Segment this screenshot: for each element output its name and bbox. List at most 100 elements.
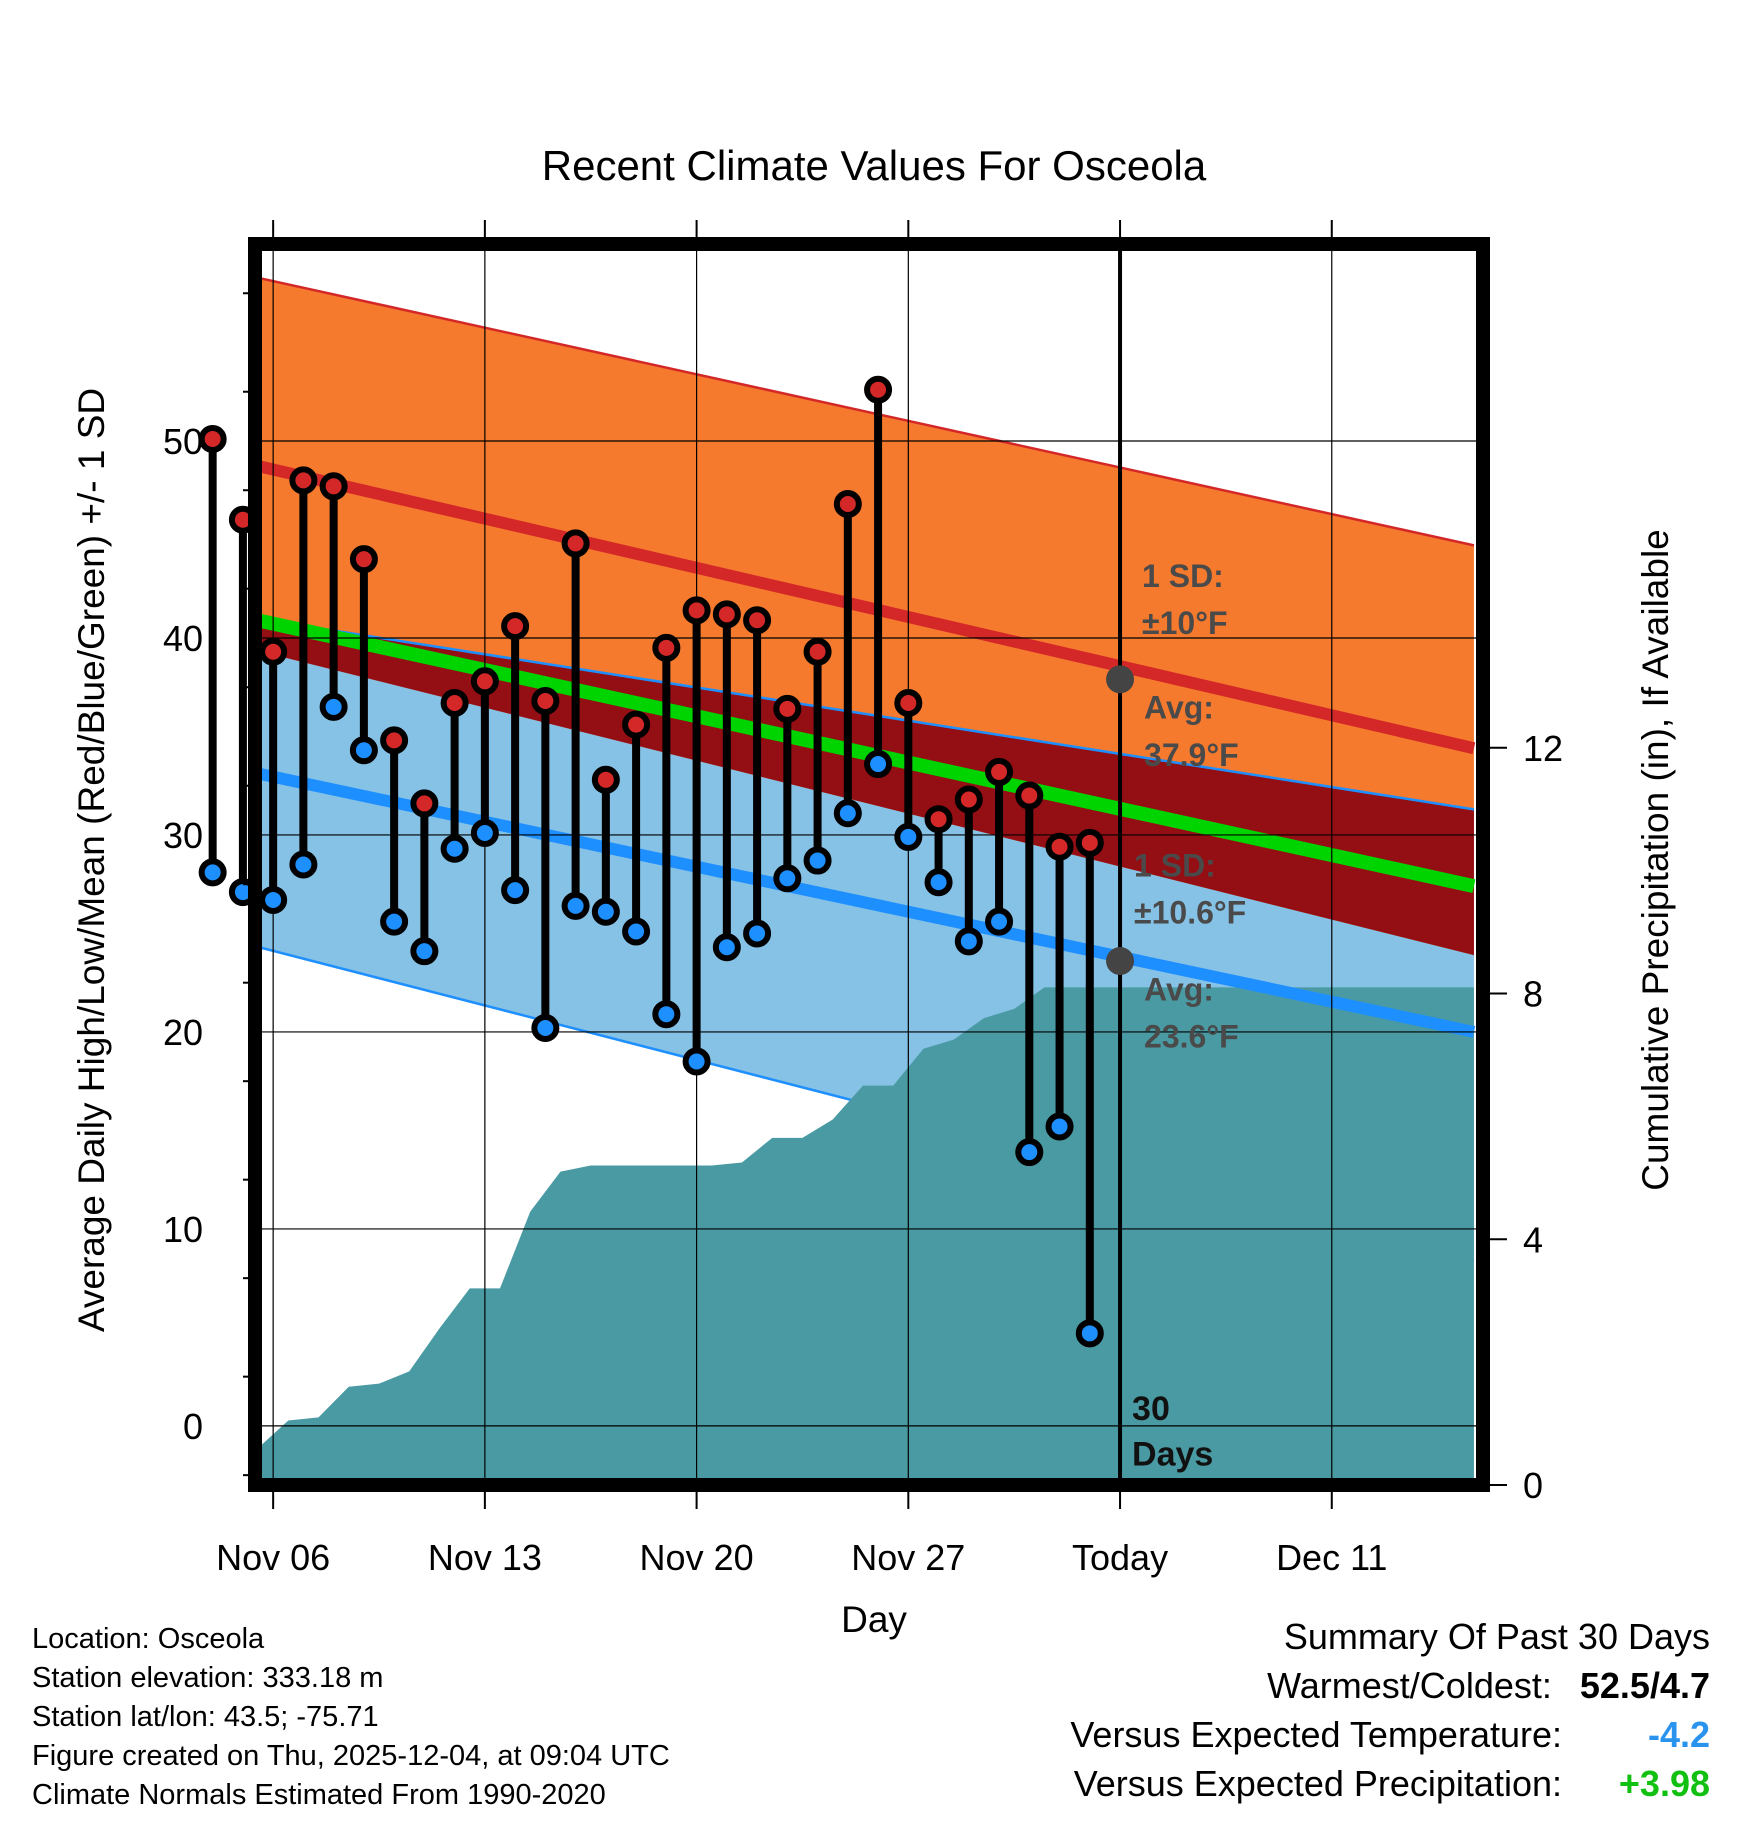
high-avg-label: Avg: [1144, 690, 1214, 726]
low-point [1015, 1138, 1044, 1167]
chart-title: Recent Climate Values For Osceola [542, 142, 1207, 189]
x-tick-label: Nov 27 [851, 1537, 965, 1578]
y-axis-label-left: Average Daily High/Low/Mean (Red/Blue/Gr… [71, 388, 112, 1332]
daily-dots [198, 375, 1104, 1348]
plot-area: 1 SD: ±10°F Avg: 37.9°F 1 SD: ±10.6°F Avg: 23.6… [198, 244, 1483, 1485]
high-point [803, 637, 832, 666]
y-tick-label: 30 [163, 815, 203, 856]
high-point [198, 425, 227, 454]
y-tick-label: 10 [163, 1209, 203, 1250]
plot-clipped [255, 275, 1476, 1485]
high-sd-value: ±10°F [1142, 605, 1228, 641]
high-point [470, 667, 499, 696]
precip-label: Versus Expected Precipitation: [1073, 1763, 1562, 1804]
warm-cold-label: Warmest/Coldest: [1267, 1665, 1552, 1706]
days-word-label: Days [1132, 1435, 1213, 1473]
latlon-text: Station lat/lon: 43.5; -75.71 [32, 1701, 379, 1733]
high-sd-label: 1 SD: [1142, 558, 1224, 594]
low-point [1075, 1319, 1104, 1348]
summary-title: Summary Of Past 30 Days [1283, 1616, 1710, 1657]
precipitation-area [255, 987, 1474, 1485]
low-point [349, 736, 378, 765]
low-point [712, 933, 741, 962]
low-avg-label: Avg: [1144, 971, 1214, 1007]
low-point [954, 927, 983, 956]
high-point [1075, 828, 1104, 857]
low-point [561, 891, 590, 920]
avg-low-marker [1106, 947, 1135, 976]
high-point [743, 606, 772, 635]
days-count-label: 30 [1132, 1390, 1170, 1428]
y-tick-label: 20 [163, 1012, 203, 1053]
high-point [380, 726, 409, 755]
y2-tick-label: 4 [1523, 1219, 1543, 1260]
y2-tick-label: 0 [1523, 1465, 1543, 1506]
high-point [1015, 781, 1044, 810]
low-point [198, 858, 227, 887]
y-tick-label: 0 [183, 1406, 203, 1447]
high-point [440, 688, 469, 717]
high-point [561, 529, 590, 558]
low-point [319, 692, 348, 721]
normals-text: Climate Normals Estimated From 1990-2020 [32, 1779, 606, 1811]
high-point [591, 765, 620, 794]
high-point [410, 789, 439, 818]
low-point [1045, 1112, 1074, 1141]
y-tick-label: 40 [163, 618, 203, 659]
low-point [531, 1013, 560, 1042]
low-point [743, 919, 772, 948]
low-point [470, 818, 499, 847]
high-point [954, 785, 983, 814]
low-point [289, 850, 318, 879]
high-avg-value: 37.9°F [1144, 737, 1239, 773]
low-point [501, 876, 530, 905]
high-point [259, 637, 288, 666]
temp-value: -4.2 [1647, 1714, 1710, 1755]
elevation-text: Station elevation: 333.18 m [32, 1662, 384, 1694]
y2-tick-label: 8 [1523, 974, 1543, 1015]
low-point [924, 868, 953, 897]
y-tick-label: 50 [163, 421, 203, 462]
low-point [894, 822, 923, 851]
high-point [349, 545, 378, 574]
axes: 0 10 20 30 40 50 0 4 8 12 Nov 06 Nov 13 Nov 20 Nov 27… [163, 220, 1563, 1578]
summary-temp: Versus Expected Temperature: -4.2 [1070, 1710, 1710, 1759]
temp-label: Versus Expected Temperature: [1070, 1714, 1562, 1755]
summary-warm-cold: Warmest/Coldest: 52.5/4.7 [1070, 1661, 1710, 1710]
high-point [682, 596, 711, 625]
low-point [864, 750, 893, 779]
grid-lines [255, 244, 1483, 1485]
high-point [894, 688, 923, 717]
created-text: Figure created on Thu, 2025-12-04, at 09… [32, 1740, 670, 1772]
high-point [652, 633, 681, 662]
high-point [1045, 832, 1074, 861]
high-point [773, 694, 802, 723]
warm-cold-value: 52.5/4.7 [1579, 1665, 1710, 1706]
left-y-ticks: 0 10 20 30 40 50 [163, 292, 248, 1477]
low-point [410, 937, 439, 966]
low-sd-label: 1 SD: [1134, 847, 1216, 883]
low-point [803, 846, 832, 875]
plot-frame [248, 237, 1490, 1492]
low-sd-value: ±10.6°F [1134, 895, 1246, 931]
station-info: Location: Osceola Station elevation: 333… [32, 1620, 670, 1815]
precip-value: +3.98 [1618, 1763, 1710, 1804]
summary-panel: Summary Of Past 30 Days Warmest/Coldest:… [1070, 1612, 1710, 1808]
avg-high-marker [1106, 665, 1135, 694]
right-y-ticks: 0 4 8 12 [1490, 728, 1563, 1506]
x-tick-label: Today [1072, 1537, 1168, 1578]
high-point [319, 472, 348, 501]
low-point [985, 907, 1014, 936]
overlap-sd-band [255, 618, 1474, 956]
x-axis-label: Day [841, 1599, 907, 1640]
x-tick-label: Nov 20 [640, 1537, 754, 1578]
x-tick-label: Dec 11 [1276, 1537, 1387, 1578]
high-point [501, 612, 530, 641]
low-point [682, 1047, 711, 1076]
high-upper-edge [255, 275, 1475, 547]
daily-stems [208, 389, 1094, 1334]
high-point [985, 757, 1014, 786]
location-text: Location: Osceola [32, 1623, 265, 1655]
low-point [622, 917, 651, 946]
